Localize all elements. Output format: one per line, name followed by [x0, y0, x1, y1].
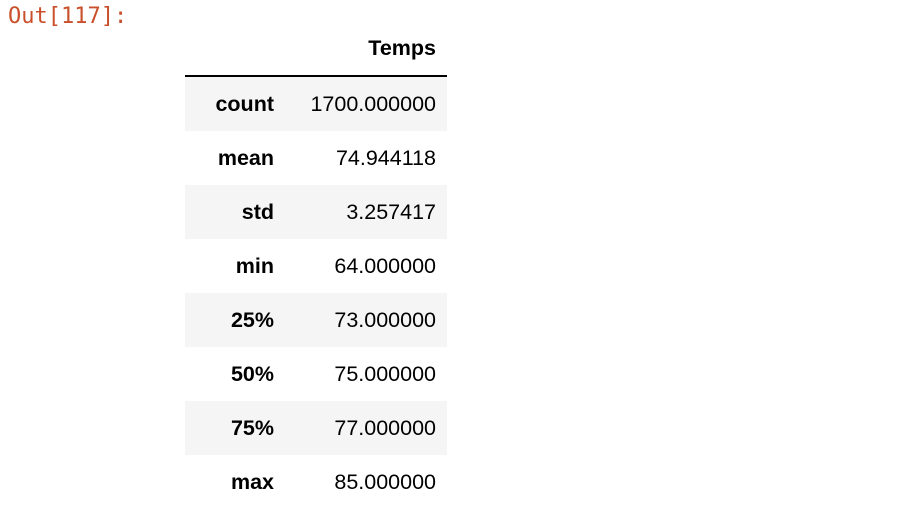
table-row-count: count 1700.000000	[185, 76, 447, 131]
row-value: 1700.000000	[310, 91, 436, 116]
row-value: 64.000000	[334, 253, 436, 278]
row-label: std	[241, 199, 274, 224]
table-body: count 1700.000000 mean 74.944118 std 3.2…	[185, 76, 447, 509]
row-value: 85.000000	[334, 469, 436, 494]
row-label: 25%	[230, 307, 274, 332]
table-row-25-percent: 25% 73.000000	[185, 293, 447, 347]
column-header-temps: Temps	[285, 21, 447, 77]
table-row-75-percent: 75% 77.000000	[185, 401, 447, 455]
index-header-corner	[185, 21, 285, 77]
row-label: max	[230, 469, 274, 494]
header-row: Temps	[185, 21, 447, 77]
row-label: min	[235, 253, 274, 278]
row-label: 75%	[230, 415, 274, 440]
table-row-std: std 3.257417	[185, 185, 447, 239]
output-prompt: Out[117]:	[8, 4, 128, 29]
row-value: 74.944118	[335, 145, 436, 170]
row-value: 75.000000	[334, 361, 436, 386]
table-row-mean: mean 74.944118	[185, 131, 447, 185]
table-row-min: min 64.000000	[185, 239, 447, 293]
describe-dataframe-table: Temps count 1700.000000 mean 74.944118 s…	[185, 21, 447, 509]
table-header: Temps	[185, 21, 447, 77]
table-row-50-percent: 50% 75.000000	[185, 347, 447, 401]
row-label: count	[215, 91, 274, 116]
row-label: mean	[217, 145, 274, 170]
table-row-max: max 85.000000	[185, 455, 447, 509]
row-value: 3.257417	[346, 199, 436, 224]
row-label: 50%	[230, 361, 274, 386]
row-value: 73.000000	[334, 307, 436, 332]
row-value: 77.000000	[334, 415, 436, 440]
